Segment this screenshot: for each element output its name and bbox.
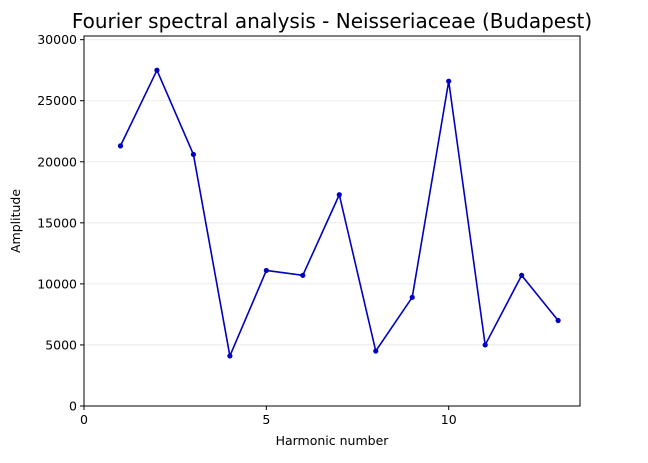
plot-area <box>117 67 561 359</box>
data-point <box>482 342 488 348</box>
x-tick-label: 0 <box>80 412 88 427</box>
gridlines <box>84 39 580 346</box>
y-axis-label: Amplitude <box>8 189 23 253</box>
y-tick-label: 0 <box>69 399 77 414</box>
data-point <box>190 151 197 158</box>
axes-frame <box>83 35 581 407</box>
data-point <box>446 78 452 84</box>
data-point <box>555 317 561 324</box>
data-point <box>336 192 342 198</box>
y-tick-label: 15000 <box>37 215 77 230</box>
data-point <box>154 67 160 73</box>
chart-title: Fourier spectral analysis - Neisseriacea… <box>72 9 592 33</box>
y-tick-label: 25000 <box>37 93 77 108</box>
data-point <box>227 353 233 359</box>
x-tick-label: 10 <box>441 412 457 427</box>
axis-ticks: 0 5000 10000 15000 20000 25000 30000 0 5 10 <box>37 32 456 427</box>
data-point <box>300 272 306 278</box>
data-point <box>519 272 525 278</box>
x-tick-label: 5 <box>262 412 270 427</box>
data-point <box>373 348 379 354</box>
y-tick-label: 20000 <box>37 154 77 169</box>
data-point <box>263 267 269 274</box>
y-tick-label: 10000 <box>37 276 77 291</box>
data-point <box>117 143 124 149</box>
x-axis-label: Harmonic number <box>276 433 390 448</box>
data-point <box>409 294 415 300</box>
y-tick-label: 5000 <box>45 337 77 352</box>
y-tick-label: 30000 <box>37 32 77 47</box>
